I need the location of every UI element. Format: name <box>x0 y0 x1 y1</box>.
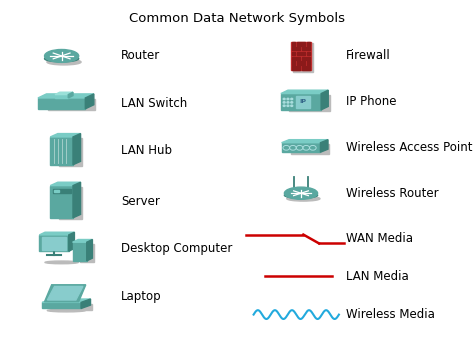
Text: Laptop: Laptop <box>121 290 162 303</box>
Polygon shape <box>282 140 328 143</box>
Text: Wireless Router: Wireless Router <box>346 187 438 200</box>
Text: LAN Media: LAN Media <box>346 270 409 283</box>
Circle shape <box>283 105 285 106</box>
FancyBboxPatch shape <box>281 94 321 110</box>
FancyBboxPatch shape <box>48 99 95 110</box>
FancyBboxPatch shape <box>302 47 310 51</box>
FancyBboxPatch shape <box>53 304 92 310</box>
FancyBboxPatch shape <box>50 137 73 165</box>
Text: LAN Switch: LAN Switch <box>121 97 187 110</box>
Circle shape <box>291 102 292 103</box>
FancyBboxPatch shape <box>297 61 305 65</box>
FancyBboxPatch shape <box>39 235 69 251</box>
Text: Server: Server <box>121 195 160 208</box>
Circle shape <box>287 102 289 103</box>
Polygon shape <box>73 134 81 165</box>
Circle shape <box>287 105 289 106</box>
FancyBboxPatch shape <box>292 47 300 51</box>
Polygon shape <box>50 182 81 186</box>
FancyBboxPatch shape <box>42 302 81 308</box>
Ellipse shape <box>45 49 79 62</box>
FancyBboxPatch shape <box>302 57 310 60</box>
Polygon shape <box>42 299 91 302</box>
FancyBboxPatch shape <box>307 42 310 46</box>
FancyBboxPatch shape <box>73 242 87 261</box>
FancyBboxPatch shape <box>38 98 85 109</box>
FancyBboxPatch shape <box>291 42 311 71</box>
Text: Router: Router <box>121 49 160 62</box>
FancyBboxPatch shape <box>297 52 305 55</box>
Ellipse shape <box>45 261 78 264</box>
FancyBboxPatch shape <box>307 52 310 55</box>
FancyBboxPatch shape <box>292 57 300 60</box>
Text: IP Phone: IP Phone <box>346 95 397 108</box>
Polygon shape <box>50 134 81 137</box>
Text: Common Data Network Symbols: Common Data Network Symbols <box>129 12 345 25</box>
FancyBboxPatch shape <box>54 190 59 193</box>
FancyBboxPatch shape <box>50 186 73 218</box>
FancyBboxPatch shape <box>59 138 82 166</box>
Polygon shape <box>68 92 73 98</box>
Circle shape <box>291 105 292 106</box>
Polygon shape <box>55 92 73 95</box>
Polygon shape <box>45 285 86 302</box>
FancyBboxPatch shape <box>53 189 71 193</box>
Text: Desktop Computer: Desktop Computer <box>121 242 232 255</box>
Polygon shape <box>38 94 94 98</box>
FancyBboxPatch shape <box>80 243 94 262</box>
FancyBboxPatch shape <box>291 144 329 154</box>
Text: Firewall: Firewall <box>346 49 391 62</box>
Polygon shape <box>47 286 83 300</box>
Polygon shape <box>69 232 74 251</box>
Ellipse shape <box>47 309 85 312</box>
Polygon shape <box>321 90 328 110</box>
Polygon shape <box>281 90 328 94</box>
FancyBboxPatch shape <box>296 96 310 108</box>
Polygon shape <box>85 94 94 109</box>
Circle shape <box>283 98 285 100</box>
Polygon shape <box>73 182 81 218</box>
Ellipse shape <box>45 55 79 62</box>
FancyBboxPatch shape <box>282 143 320 152</box>
Ellipse shape <box>287 196 320 201</box>
Ellipse shape <box>284 187 318 199</box>
Text: WAN Media: WAN Media <box>346 233 413 245</box>
Text: Wireless Access Point: Wireless Access Point <box>346 141 473 154</box>
Text: Wireless Media: Wireless Media <box>346 308 435 321</box>
FancyBboxPatch shape <box>302 66 310 70</box>
Circle shape <box>287 98 289 100</box>
FancyBboxPatch shape <box>42 237 66 250</box>
FancyBboxPatch shape <box>292 61 295 65</box>
Polygon shape <box>39 232 74 235</box>
FancyBboxPatch shape <box>292 52 295 55</box>
Text: LAN Hub: LAN Hub <box>121 144 172 157</box>
FancyBboxPatch shape <box>289 95 330 111</box>
FancyBboxPatch shape <box>292 66 300 70</box>
FancyBboxPatch shape <box>55 95 68 98</box>
Circle shape <box>291 98 292 100</box>
Circle shape <box>283 102 285 103</box>
Polygon shape <box>81 299 91 308</box>
FancyBboxPatch shape <box>59 187 82 219</box>
FancyBboxPatch shape <box>292 42 295 46</box>
Polygon shape <box>73 239 92 242</box>
Polygon shape <box>320 140 328 152</box>
FancyBboxPatch shape <box>307 61 310 65</box>
Ellipse shape <box>284 192 318 198</box>
FancyBboxPatch shape <box>293 43 313 72</box>
FancyBboxPatch shape <box>297 42 305 46</box>
Polygon shape <box>87 239 92 261</box>
Ellipse shape <box>47 59 81 65</box>
Text: IP: IP <box>300 99 307 103</box>
